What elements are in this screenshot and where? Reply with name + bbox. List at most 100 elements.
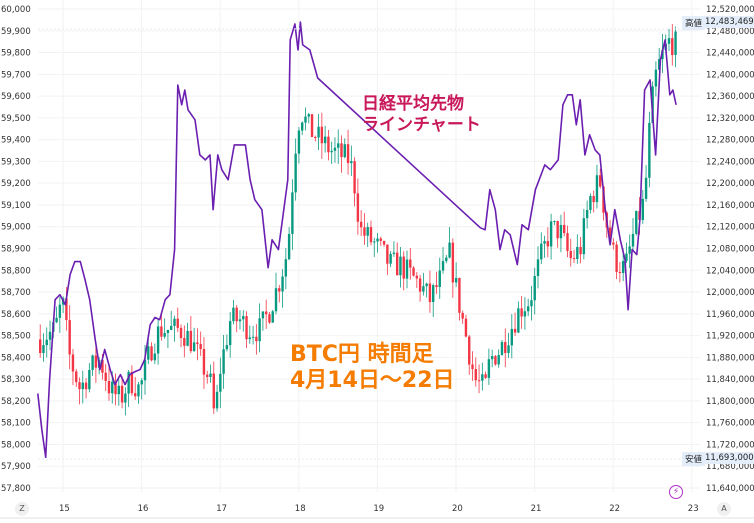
candle-body — [333, 147, 337, 151]
candle-body — [428, 283, 432, 303]
candle-body — [189, 330, 193, 352]
candle-body — [343, 144, 346, 158]
candle-body — [153, 353, 157, 361]
left-axis-tick: 59,700 — [1, 70, 31, 80]
candle-body — [209, 373, 212, 378]
candle-body — [386, 244, 389, 264]
candle-body — [124, 393, 127, 403]
x-axis-tick: 19 — [373, 504, 384, 514]
auto-scale-button[interactable]: A — [717, 502, 731, 516]
btc-annotation-line1: BTC円 時間足 — [290, 342, 434, 367]
candle-body — [183, 338, 186, 346]
candle-body — [176, 318, 179, 328]
candle-body — [137, 384, 140, 397]
candle-body — [572, 258, 576, 260]
right-axis-tick: 12,240,000 — [706, 157, 754, 167]
candle-body — [278, 288, 281, 292]
x-axis-tick: 18 — [295, 504, 306, 514]
right-axis-tick: 12,400,000 — [706, 70, 754, 80]
candle-body — [625, 253, 628, 262]
lightning-icon[interactable]: ⚡ — [669, 485, 683, 499]
candle-body — [75, 371, 78, 383]
candle-body — [631, 233, 635, 247]
candle-body — [150, 346, 153, 361]
candle-body — [504, 342, 507, 353]
left-axis-tick: 60,000 — [1, 5, 31, 15]
candle-body — [219, 373, 222, 392]
timezone-button[interactable]: Z — [15, 502, 29, 516]
low-value: 11,693,000 — [705, 453, 754, 463]
candle-body — [641, 198, 645, 220]
candle-body — [304, 116, 307, 123]
candle-body — [435, 285, 438, 287]
left-axis-tick: 59,800 — [1, 49, 31, 59]
candle-body — [464, 318, 468, 337]
left-axis-tick: 59,300 — [1, 157, 31, 167]
x-axis-tick: 17 — [216, 504, 227, 514]
candle-body — [271, 311, 274, 323]
candle-body — [327, 136, 330, 153]
candle-body — [468, 336, 471, 365]
high-value-badge: 12,483,469 — [702, 16, 754, 28]
candle-body — [117, 385, 121, 395]
candle-body — [579, 246, 582, 255]
candle-body — [373, 241, 376, 243]
candle-body — [179, 327, 183, 339]
candle-body — [291, 192, 294, 234]
candle-body — [415, 275, 419, 279]
candle-body — [389, 254, 392, 264]
x-axis-tick: 20 — [452, 504, 463, 514]
candle-body — [405, 259, 409, 279]
candle-body — [281, 276, 284, 292]
candle-body — [258, 318, 261, 342]
candle-body — [553, 221, 556, 223]
candle-body — [382, 240, 386, 245]
candle-body — [55, 317, 58, 323]
candle-body — [556, 221, 559, 239]
candle-body — [284, 259, 288, 277]
candle-body — [274, 288, 278, 312]
x-axis-tick: 16 — [138, 504, 149, 514]
candle-body — [458, 277, 461, 313]
left-axis-tick: 59,900 — [1, 27, 31, 37]
btc-annotation: BTC円 時間足 4月14日～22日 — [290, 342, 455, 394]
candle-body — [212, 373, 215, 409]
candle-body — [418, 278, 422, 292]
candle-body — [58, 304, 62, 318]
candle-body — [310, 114, 314, 138]
candle-body — [264, 311, 268, 315]
candle-body — [438, 270, 441, 287]
left-axis-tick: 59,100 — [1, 201, 31, 211]
candle-body — [635, 211, 638, 234]
candle-body — [242, 316, 245, 320]
candle-body — [657, 59, 661, 70]
candle-body — [261, 311, 265, 319]
candle-body — [297, 130, 301, 154]
candle-body — [245, 316, 248, 340]
candle-body — [477, 380, 481, 382]
candle-body — [111, 381, 114, 394]
candle-body — [402, 256, 405, 279]
candle-body — [674, 31, 677, 55]
nikkei-annotation-line1: 日経平均先物 — [362, 94, 464, 114]
right-axis-tick: 12,520,000 — [706, 5, 754, 15]
x-axis-tick: 23 — [688, 504, 699, 514]
candle-body — [618, 271, 622, 274]
candle-body — [235, 307, 238, 322]
candle-body — [78, 382, 81, 390]
candle-body — [307, 114, 310, 117]
left-axis-tick: 58,200 — [1, 397, 31, 407]
candle-body — [621, 261, 625, 274]
candle-body — [173, 318, 176, 326]
candle-body — [65, 298, 68, 321]
left-axis-tick: 58,700 — [1, 288, 31, 298]
candle-body — [412, 267, 415, 276]
candle-body — [186, 330, 189, 346]
candle-body — [107, 380, 111, 394]
candle-body — [654, 69, 658, 87]
right-axis-tick: 11,840,000 — [706, 375, 754, 385]
candle-body — [513, 328, 517, 333]
candle-body — [510, 328, 514, 346]
right-axis-tick: 12,120,000 — [706, 223, 754, 233]
